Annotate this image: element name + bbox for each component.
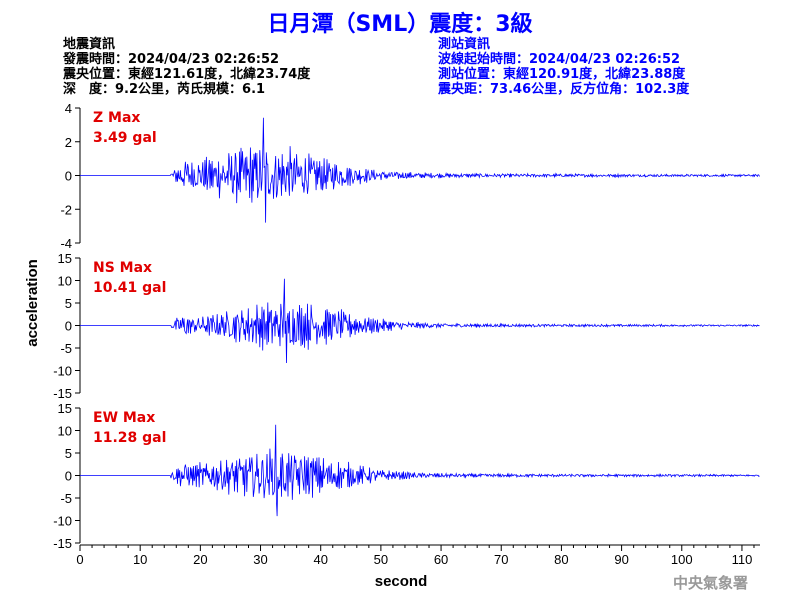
y-axis-label: acceleration bbox=[24, 259, 41, 347]
station-info: 測站資訊 波線起始時間：2024/04/23 02:26:52 測站位置：東經1… bbox=[438, 37, 689, 97]
x-tick-label: 110 bbox=[732, 552, 753, 567]
y-tick-label: -10 bbox=[53, 514, 72, 529]
station-info-heading: 測站資訊 bbox=[438, 37, 491, 52]
z-max-title: Z Max bbox=[93, 110, 141, 126]
x-tick-label: 60 bbox=[434, 552, 448, 567]
waveform-ew bbox=[80, 424, 760, 517]
station-location: 測站位置：東經120.91度，北緯23.88度 bbox=[438, 67, 686, 82]
y-tick-label: 0 bbox=[65, 169, 72, 184]
y-tick-label: 10 bbox=[58, 274, 72, 289]
x-tick-label: 30 bbox=[253, 552, 267, 567]
y-tick-label: -5 bbox=[60, 341, 72, 356]
y-tick-label: -10 bbox=[53, 364, 72, 379]
ns-max-label: NS Max 10.41 gal bbox=[93, 258, 166, 298]
waveform-ns bbox=[80, 278, 760, 364]
x-tick-label: 0 bbox=[76, 552, 83, 567]
depth-magnitude: 深 度：9.2公里，芮氏規模：6.1 bbox=[63, 82, 266, 97]
ew-max-label: EW Max 11.28 gal bbox=[93, 408, 166, 448]
epicenter-location: 震央位置：東經121.61度，北緯23.74度 bbox=[63, 67, 311, 82]
y-tick-label: 15 bbox=[58, 401, 72, 416]
y-tick-label: 2 bbox=[65, 135, 72, 150]
x-axis: 0 10 20 30 40 50 60 70 80 90 100 110 bbox=[76, 544, 760, 567]
x-tick-label: 80 bbox=[554, 552, 568, 567]
panel-ew: 15 10 5 0 -5 -10 -15 bbox=[53, 401, 760, 551]
y-tick-label: -15 bbox=[53, 386, 72, 401]
y-tick-label: 4 bbox=[65, 101, 72, 116]
x-tick-label: 50 bbox=[374, 552, 388, 567]
y-tick-label: -4 bbox=[60, 236, 72, 251]
x-tick-label: 40 bbox=[313, 552, 327, 567]
x-axis-label: second bbox=[375, 573, 428, 590]
waveform-start-time: 波線起始時間：2024/04/23 02:26:52 bbox=[438, 52, 681, 67]
y-tick-label: 5 bbox=[65, 296, 72, 311]
y-tick-label: -2 bbox=[60, 202, 72, 217]
epicentral-distance: 震央距：73.46公里，反方位角：102.3度 bbox=[438, 82, 690, 97]
ns-max-title: NS Max bbox=[93, 260, 153, 276]
panel-z: 4 2 0 -2 -4 bbox=[60, 101, 760, 251]
y-tick-label: 15 bbox=[58, 251, 72, 266]
ew-max-value: 11.28 gal bbox=[93, 430, 167, 446]
x-tick-label: 20 bbox=[193, 552, 207, 567]
y-tick-label: 0 bbox=[65, 469, 72, 484]
x-tick-label: 100 bbox=[671, 552, 693, 567]
z-max-label: Z Max 3.49 gal bbox=[93, 108, 157, 148]
y-tick-label: 10 bbox=[58, 424, 72, 439]
x-tick-label: 90 bbox=[614, 552, 628, 567]
x-tick-label: 70 bbox=[494, 552, 508, 567]
quake-time: 發震時間：2024/04/23 02:26:52 bbox=[63, 52, 280, 67]
panel-ns: 15 10 5 0 -5 -10 -15 bbox=[53, 251, 760, 401]
quake-info: 地震資訊 發震時間：2024/04/23 02:26:52 震央位置：東經121… bbox=[63, 37, 310, 97]
quake-info-heading: 地震資訊 bbox=[63, 37, 116, 52]
x-tick-label: 10 bbox=[133, 552, 147, 567]
y-tick-label: 5 bbox=[65, 446, 72, 461]
y-tick-label: 0 bbox=[65, 319, 72, 334]
y-tick-label: -15 bbox=[53, 536, 72, 551]
z-max-value: 3.49 gal bbox=[93, 130, 157, 146]
y-tick-label: -5 bbox=[60, 491, 72, 506]
ew-max-title: EW Max bbox=[93, 410, 156, 426]
page-title: 日月潭（SML）震度：3級 bbox=[267, 12, 533, 37]
waveform-z bbox=[80, 117, 760, 223]
ns-max-value: 10.41 gal bbox=[93, 280, 167, 296]
agency-watermark: 中央氣象署 bbox=[672, 574, 748, 592]
